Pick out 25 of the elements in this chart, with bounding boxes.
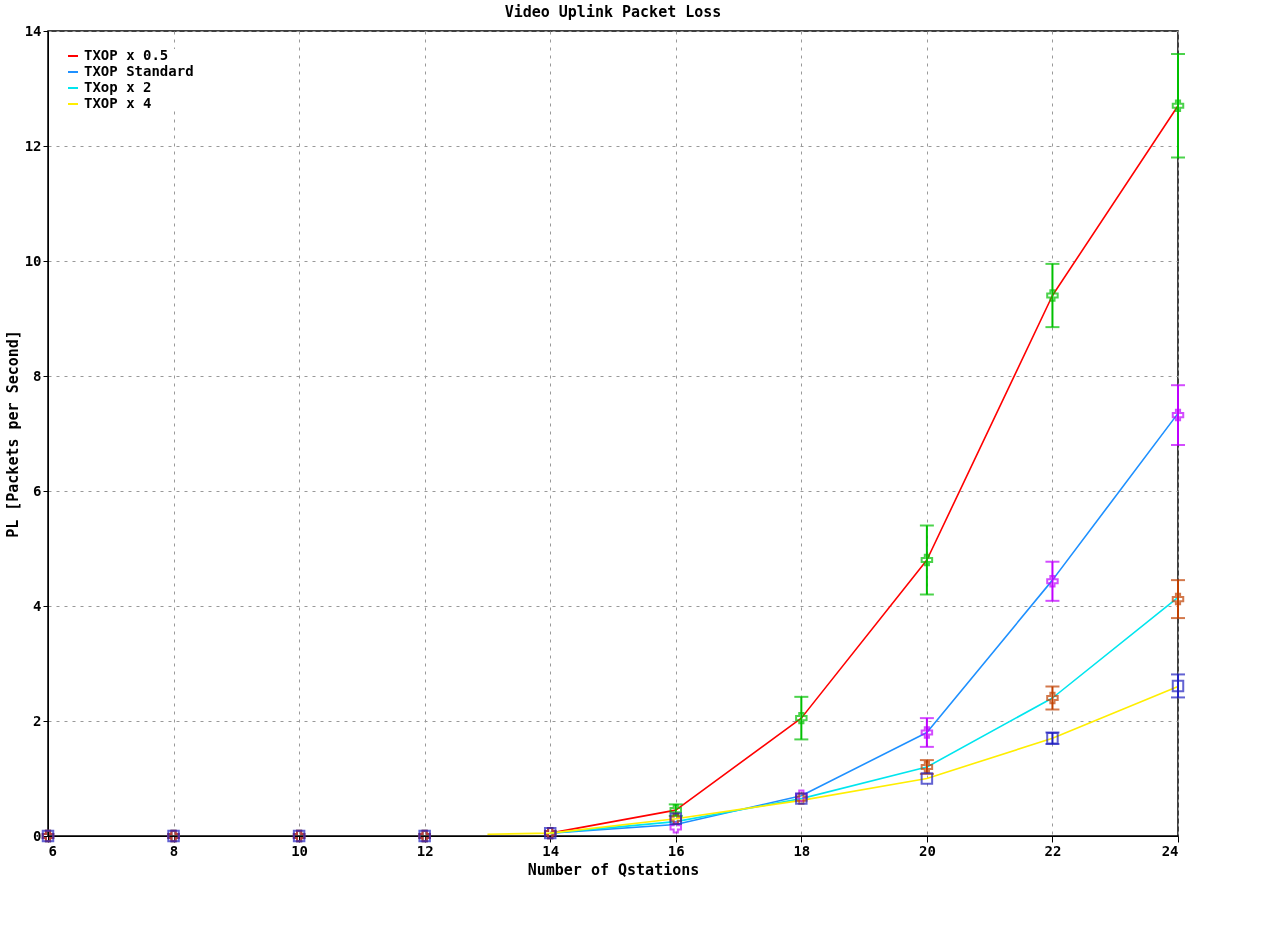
y-axis-title: PL [Packets per Second] [3, 330, 22, 538]
x-tick-label: 6 [48, 842, 57, 859]
x-tick-label: 14 [542, 842, 560, 859]
y-tick-label: 10 [24, 252, 42, 269]
x-tick-label: 10 [291, 842, 309, 859]
x-axis-title: Number of Qstations [527, 860, 700, 879]
y-tick-label: 4 [33, 597, 42, 614]
y-tick-label: 8 [33, 367, 42, 384]
y-tick-label: 6 [33, 482, 42, 499]
x-tick-label: 22 [1044, 842, 1062, 859]
x-tick-label: 8 [169, 842, 179, 859]
x-tick-label: 12 [416, 842, 434, 859]
y-tick-label: 0 [33, 827, 42, 844]
y-tick-label: 2 [33, 712, 42, 729]
y-tick-label: 12 [24, 137, 42, 154]
legend-label: TXOP x 4 [84, 95, 152, 111]
legend-label: TXop x 2 [84, 79, 152, 95]
x-tick-label: 20 [918, 842, 936, 859]
x-tick-label: 16 [667, 842, 685, 859]
chart-title: Video Uplink Packet Loss [504, 3, 722, 21]
x-tick-label: 18 [793, 842, 811, 859]
y-tick-label: 14 [24, 22, 42, 39]
legend-label: TXOP x 0.5 [84, 47, 169, 63]
x-tick-label: 24 [1161, 842, 1179, 859]
legend-label: TXOP Standard [84, 63, 194, 79]
